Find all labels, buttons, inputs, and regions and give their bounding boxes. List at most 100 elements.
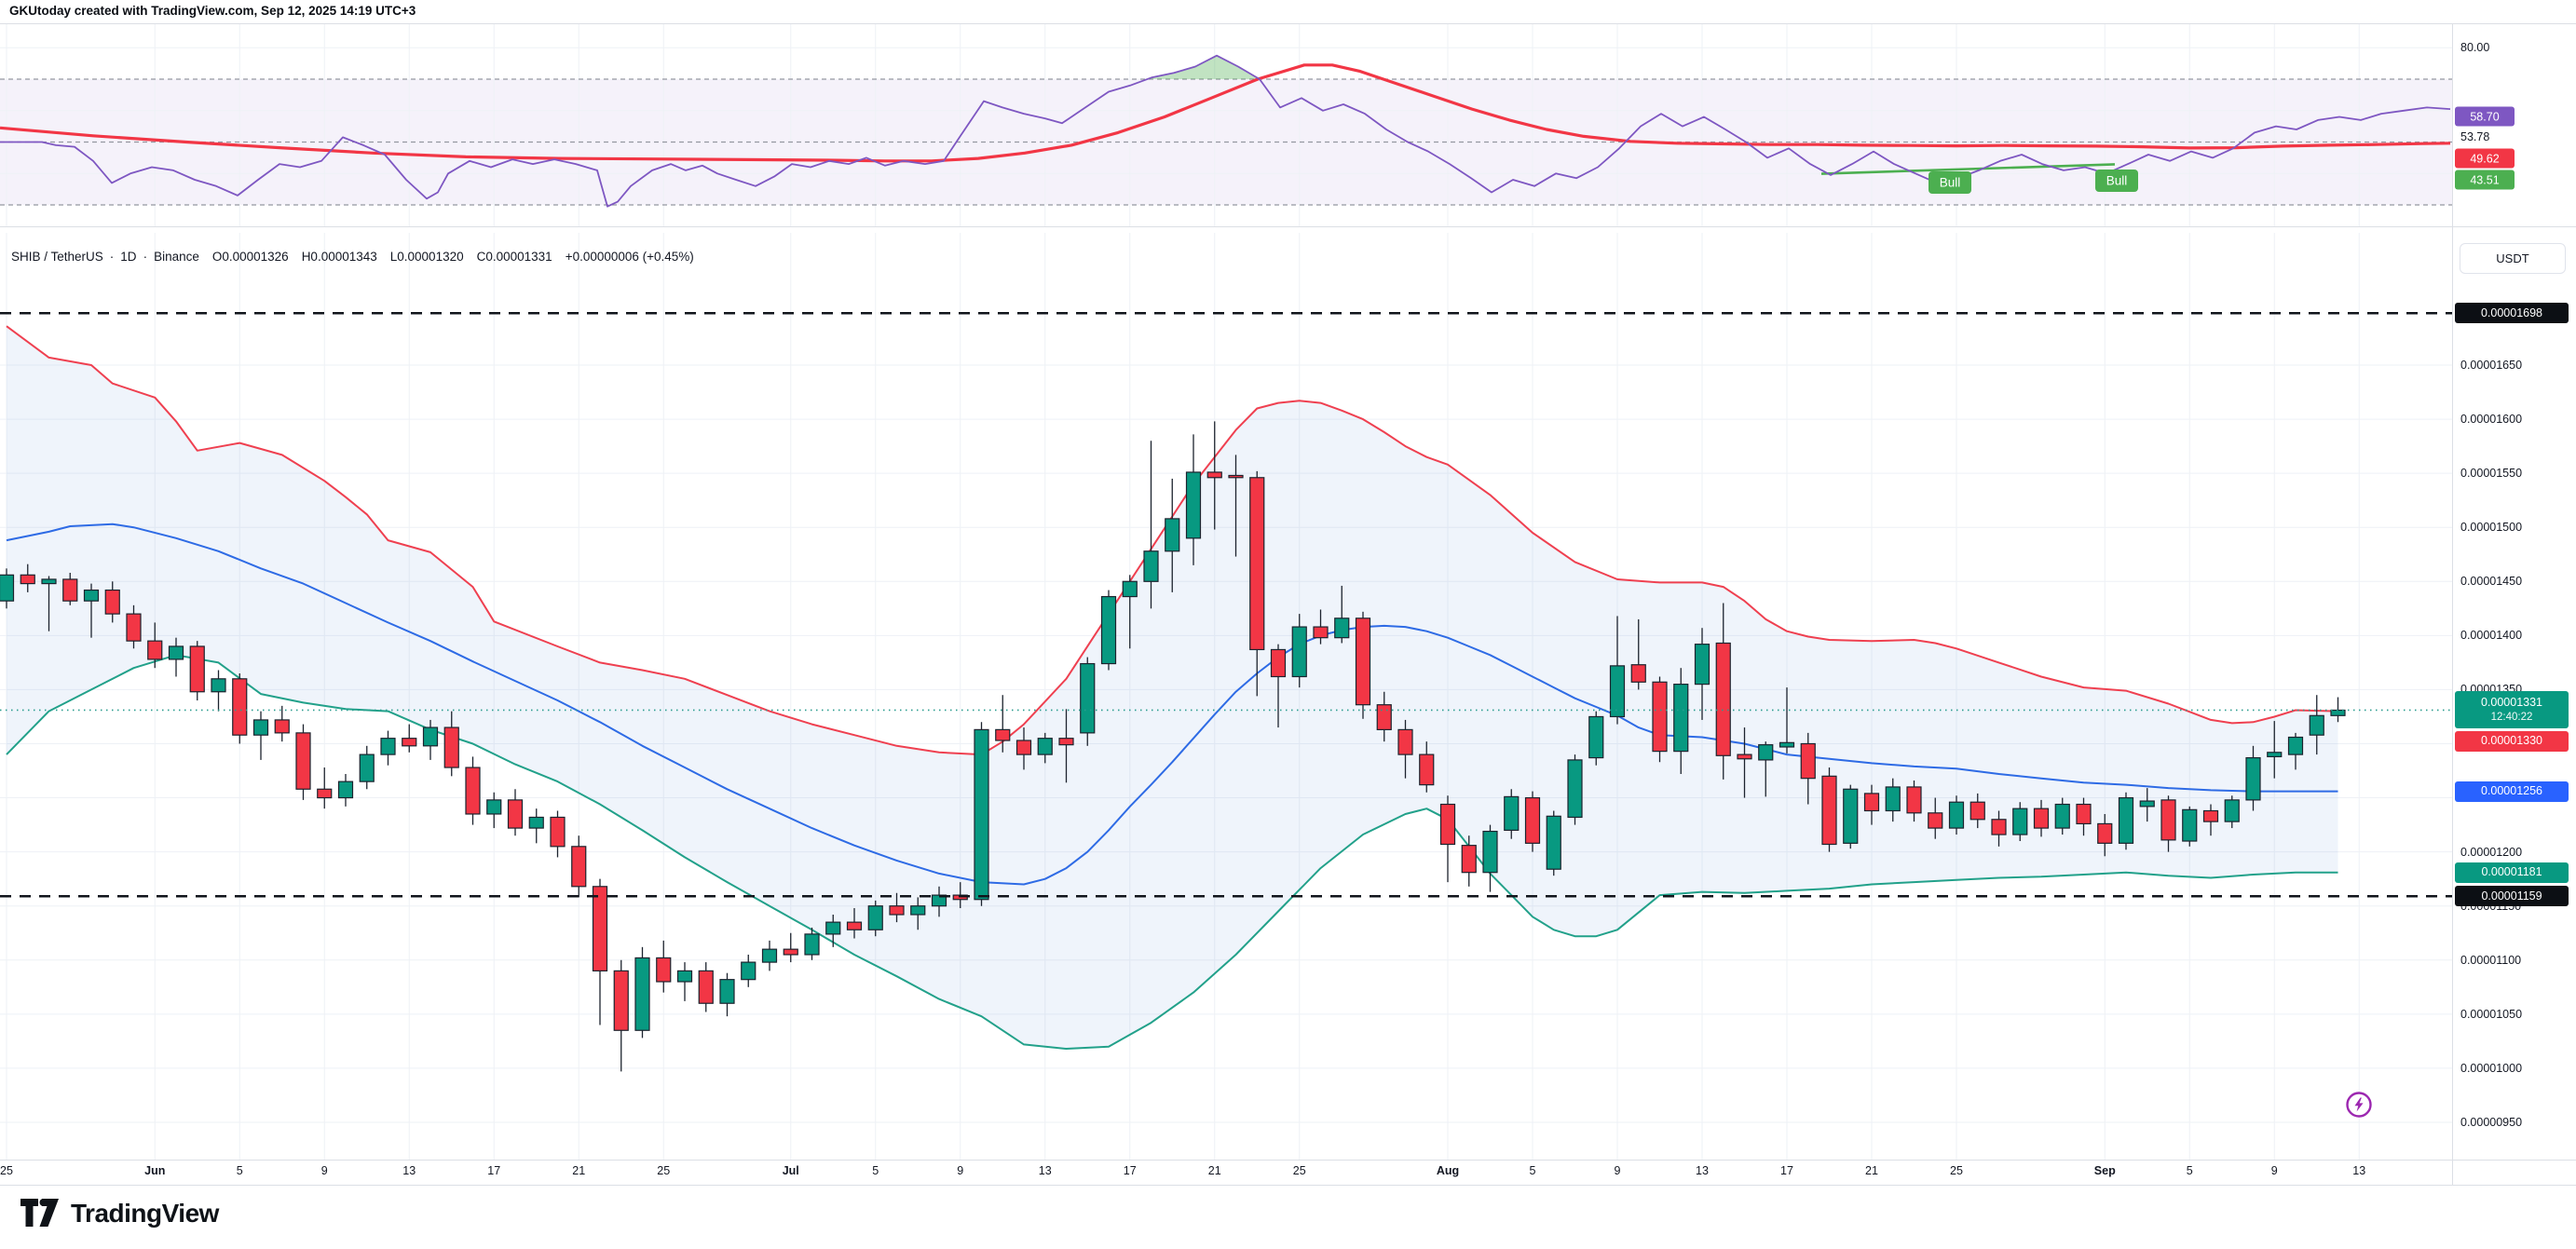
candle[interactable]	[1206, 421, 1222, 530]
candle[interactable]	[1821, 767, 1837, 852]
candle[interactable]	[402, 724, 417, 753]
candle[interactable]	[698, 962, 714, 1012]
candle[interactable]	[1737, 727, 1752, 798]
candle[interactable]	[1334, 585, 1350, 644]
bull-divergence-trendline[interactable]	[1820, 163, 2116, 175]
bollinger-basis-line[interactable]	[6, 523, 2338, 886]
candle[interactable]	[2097, 813, 2113, 857]
candle[interactable]	[1185, 434, 1202, 565]
time-axis[interactable]: 25 Jun 5 9 13 17 21 25 Jul 5 9 13 17 21 25 Aug 5 9 13 17 21 2…	[0, 1161, 2452, 1185]
candle[interactable]	[1779, 687, 1795, 753]
candle[interactable]	[1567, 754, 1583, 825]
candle[interactable]	[2267, 721, 2283, 779]
candle[interactable]	[62, 572, 78, 605]
candle[interactable]	[2287, 732, 2304, 770]
rsi-line[interactable]	[0, 54, 2451, 208]
candle[interactable]	[1015, 727, 1032, 770]
candle[interactable]	[550, 810, 566, 858]
candle[interactable]	[1100, 590, 1117, 671]
candle[interactable]	[2245, 745, 2261, 811]
candle[interactable]	[2224, 795, 2240, 829]
candle[interactable]	[465, 756, 481, 825]
candle[interactable]	[41, 576, 57, 631]
candle[interactable]	[592, 878, 608, 1025]
candle[interactable]	[2118, 792, 2134, 850]
candle[interactable]	[2012, 802, 2028, 842]
candle[interactable]	[168, 637, 184, 677]
candle[interactable]	[232, 672, 248, 744]
candle[interactable]	[2076, 797, 2092, 836]
candle[interactable]	[1143, 441, 1159, 609]
candlestick-series[interactable]	[0, 421, 2346, 1072]
candle[interactable]	[974, 722, 989, 906]
candle[interactable]	[1928, 797, 1943, 839]
candle[interactable]	[1948, 795, 1965, 835]
candle[interactable]	[317, 767, 333, 809]
candle[interactable]	[83, 583, 100, 638]
candle[interactable]	[0, 568, 15, 609]
candle[interactable]	[1969, 793, 1985, 829]
candle[interactable]	[1037, 732, 1053, 764]
candle[interactable]	[1800, 732, 1816, 805]
candle[interactable]	[676, 962, 693, 1001]
candle[interactable]	[804, 927, 820, 960]
candle[interactable]	[2054, 797, 2070, 835]
candle[interactable]	[126, 604, 142, 649]
candle[interactable]	[889, 892, 905, 923]
candle[interactable]	[995, 695, 1011, 753]
rsi-pane[interactable]: Bull Bull	[0, 24, 2452, 226]
candle[interactable]	[825, 914, 841, 947]
candle[interactable]	[1758, 741, 1774, 797]
candle[interactable]	[2309, 695, 2324, 755]
candle[interactable]	[189, 641, 205, 701]
candle[interactable]	[1249, 470, 1265, 697]
candle[interactable]	[1504, 789, 1520, 839]
candle[interactable]	[295, 724, 311, 800]
tradingview-logo[interactable]: TradingView	[20, 1199, 219, 1229]
candle[interactable]	[2160, 795, 2176, 852]
candle[interactable]	[211, 670, 226, 712]
candle[interactable]	[1991, 810, 2007, 847]
price-axis[interactable]: 0.00001650 0.00001600 0.00001550 0.00001500…	[2452, 0, 2576, 1185]
candle[interactable]	[380, 730, 396, 766]
candle[interactable]	[613, 959, 629, 1072]
bull-label[interactable]: Bull	[1929, 171, 1971, 194]
candle[interactable]	[634, 946, 650, 1039]
main-price-pane[interactable]	[0, 233, 2452, 1160]
candle[interactable]	[422, 719, 439, 760]
candle[interactable]	[2202, 804, 2219, 836]
candle[interactable]	[1588, 711, 1604, 766]
candle[interactable]	[443, 711, 459, 777]
candle[interactable]	[359, 745, 375, 790]
candle[interactable]	[1546, 810, 1561, 876]
candle[interactable]	[1843, 784, 1859, 849]
candle[interactable]	[2033, 799, 2050, 837]
candle[interactable]	[1122, 575, 1138, 649]
candle[interactable]	[1885, 778, 1901, 822]
candle[interactable]	[656, 940, 672, 993]
candle[interactable]	[104, 581, 120, 623]
candle[interactable]	[147, 622, 163, 669]
candle[interactable]	[1715, 603, 1731, 780]
candle[interactable]	[274, 705, 290, 742]
candle[interactable]	[1228, 455, 1244, 557]
candle[interactable]	[1482, 824, 1498, 892]
candle[interactable]	[1673, 668, 1689, 775]
candle[interactable]	[2182, 806, 2198, 847]
candle[interactable]	[1270, 644, 1287, 728]
candle[interactable]	[1524, 791, 1541, 852]
candle[interactable]	[337, 774, 354, 807]
flash-icon[interactable]	[2345, 1091, 2373, 1119]
candle[interactable]	[1165, 478, 1180, 592]
candle[interactable]	[867, 900, 883, 937]
candle[interactable]	[761, 940, 778, 971]
candle[interactable]	[1694, 628, 1711, 720]
bull-label[interactable]: Bull	[2095, 170, 2138, 192]
candle[interactable]	[486, 792, 502, 829]
candle[interactable]	[1419, 741, 1435, 793]
candle[interactable]	[571, 835, 587, 898]
candle[interactable]	[1652, 676, 1668, 763]
candle[interactable]	[1397, 719, 1413, 779]
candle[interactable]	[783, 932, 798, 963]
candle[interactable]	[910, 897, 926, 930]
